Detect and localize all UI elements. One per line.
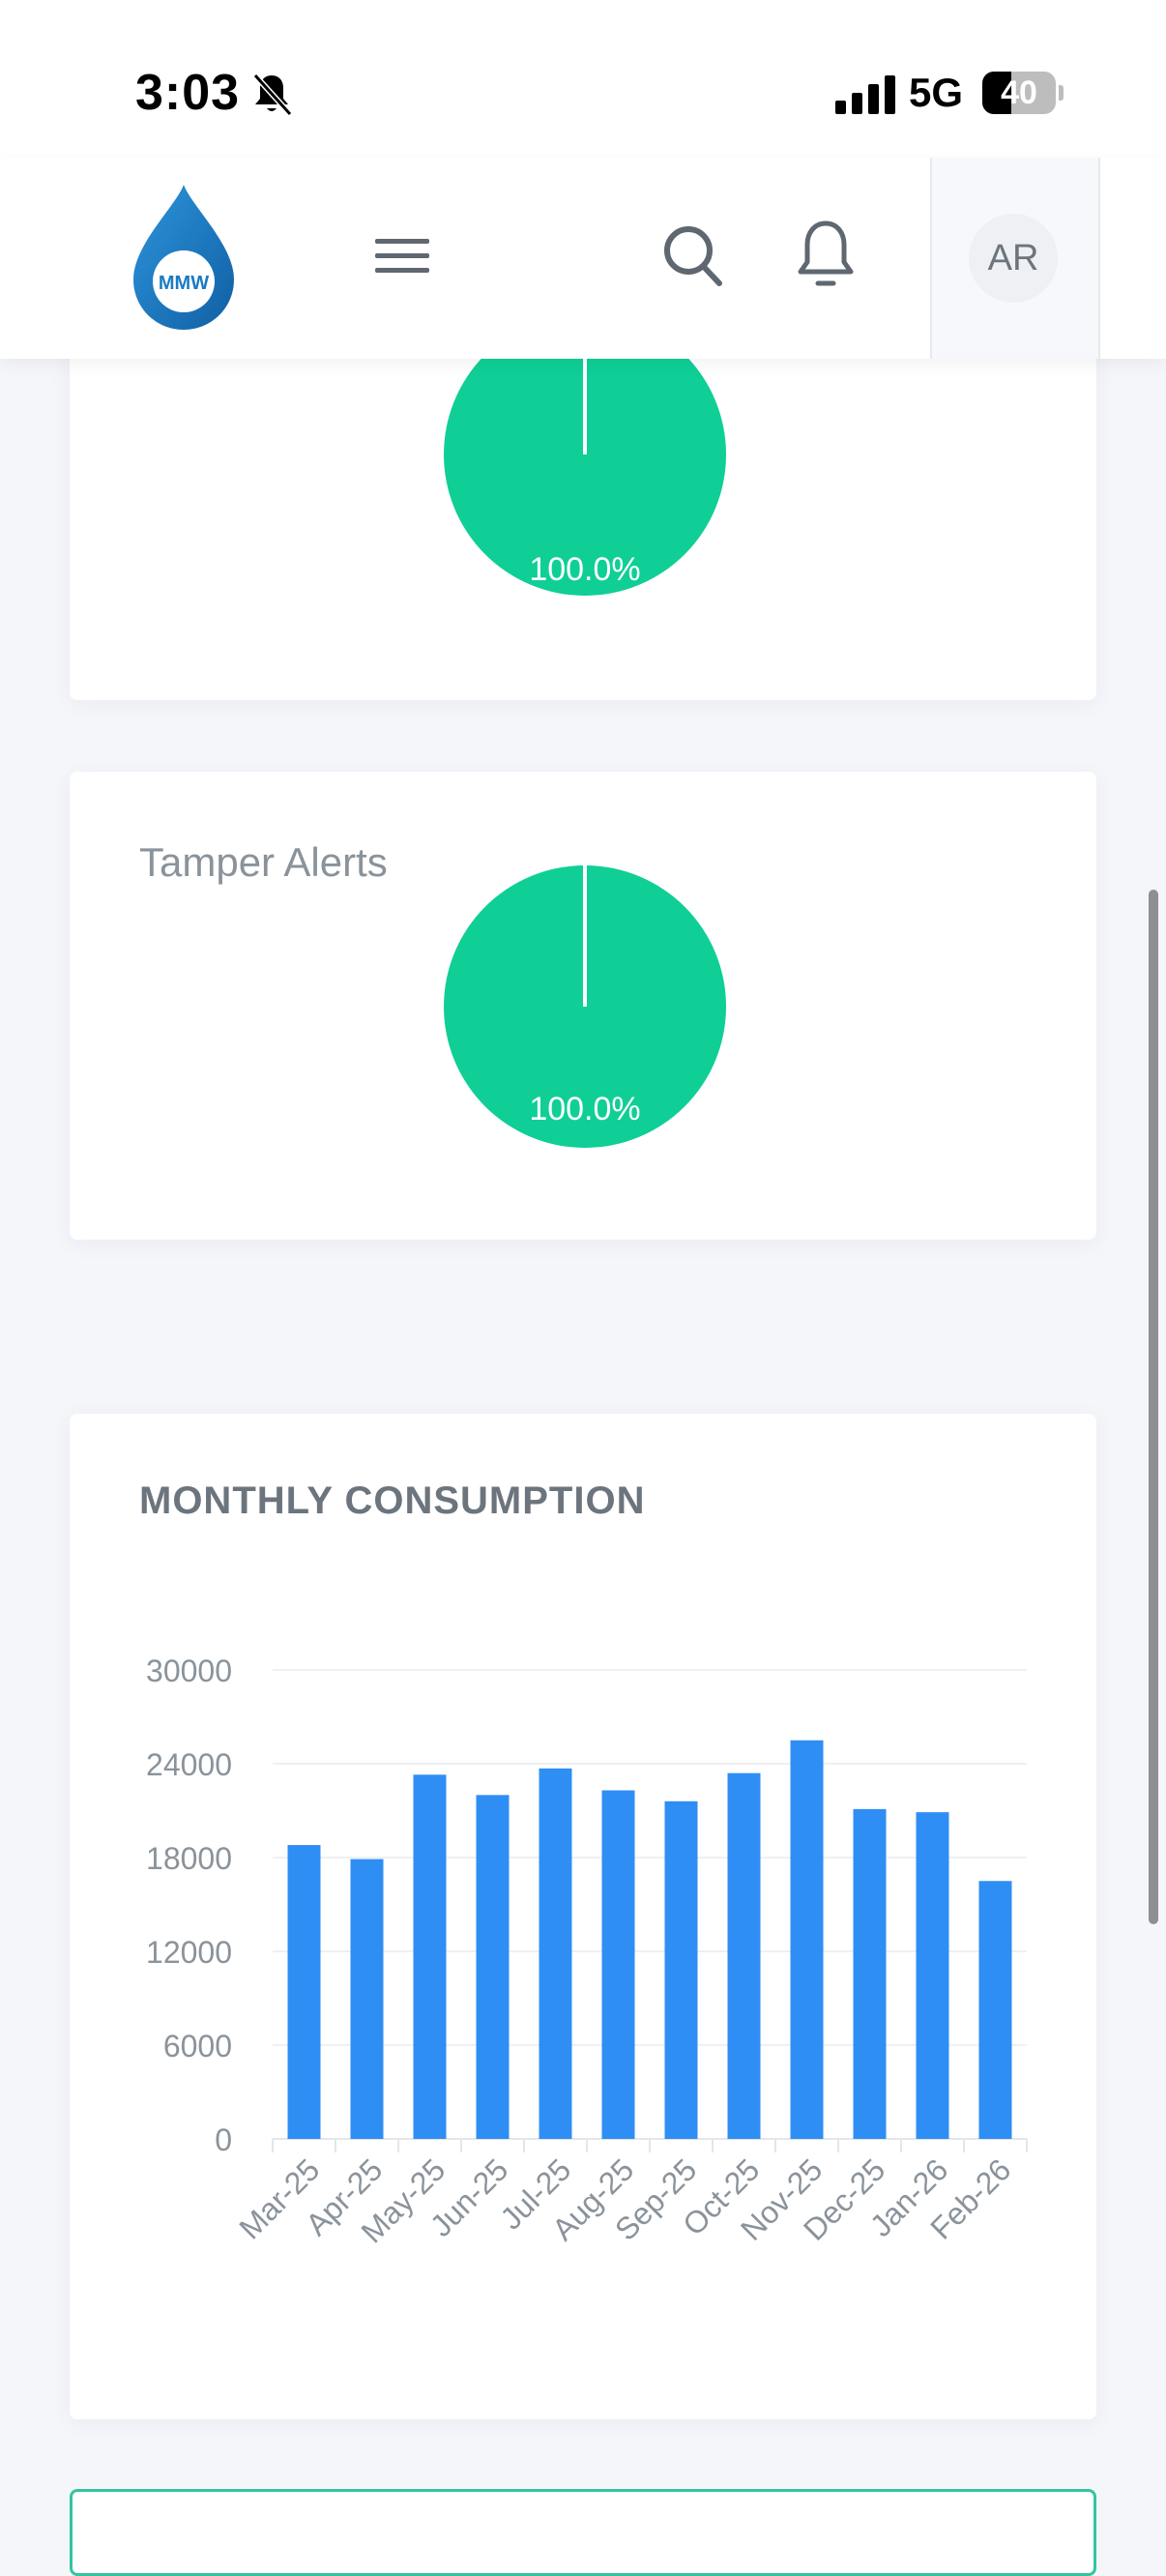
bar-nov-25[interactable]: [790, 1740, 824, 2139]
bar-apr-25[interactable]: [350, 1859, 384, 2139]
y-tick-label: 30000: [146, 1654, 232, 1688]
bar-mar-25[interactable]: [287, 1845, 321, 2139]
status-bar: 3:03 5G 40: [0, 0, 1166, 158]
status-time: 3:03: [135, 65, 241, 121]
bell-icon[interactable]: [795, 218, 857, 291]
user-menu[interactable]: AR: [930, 158, 1100, 359]
tamper-alerts-card: Tamper Alerts 100.0%: [70, 772, 1096, 1240]
y-tick-label: 18000: [146, 1841, 232, 1876]
battery-level: 40: [1001, 74, 1037, 111]
bar-oct-25[interactable]: [727, 1772, 761, 2139]
bar-sep-25[interactable]: [664, 1800, 698, 2139]
mmw-logo-drop-icon: MMW: [133, 185, 234, 330]
pie-percent-label: 100.0%: [529, 551, 641, 588]
app-header: MMW AR: [0, 158, 1166, 359]
monthly-consumption-chart: 0600012000180002400030000Mar-25Apr-25May…: [146, 1654, 1028, 2249]
bar-jul-25[interactable]: [539, 1768, 572, 2139]
bar-dec-25[interactable]: [853, 1808, 887, 2139]
next-card: [70, 2489, 1096, 2576]
bar-feb-26[interactable]: [978, 1881, 1012, 2139]
y-tick-label: 6000: [163, 2029, 232, 2064]
tamper-alerts-percent-label: 100.0%: [529, 1091, 641, 1127]
y-tick-label: 12000: [146, 1935, 232, 1970]
avatar[interactable]: AR: [969, 214, 1058, 303]
tamper-alerts-label: Tamper Alerts: [139, 839, 388, 885]
chart-title: MONTHLY CONSUMPTION: [139, 1479, 646, 1522]
scrollbar-thumb[interactable]: [1149, 890, 1158, 1924]
tamper-alerts-pie-chart: [444, 864, 726, 1148]
y-tick-label: 0: [215, 2122, 232, 2157]
bar-jan-26[interactable]: [916, 1812, 949, 2139]
search-icon[interactable]: [661, 221, 723, 289]
y-tick-label: 24000: [146, 1747, 232, 1782]
battery-icon: 40: [982, 72, 1064, 114]
bell-slash-icon: [252, 73, 293, 117]
bar-aug-25[interactable]: [601, 1790, 635, 2139]
hamburger-menu-icon[interactable]: [373, 233, 431, 279]
bar-may-25[interactable]: [413, 1774, 447, 2139]
network-type: 5G: [909, 70, 964, 115]
battery-fill: [982, 72, 1012, 114]
monthly-consumption-card: MONTHLY CONSUMPTION 0 6000 12000 18000 24000…: [70, 1414, 1096, 2419]
logo-text: MMW: [159, 273, 209, 294]
bar-jun-25[interactable]: [476, 1795, 510, 2139]
pie-card: 100.0%: [70, 311, 1096, 700]
signal-strength-icon: [835, 75, 895, 114]
